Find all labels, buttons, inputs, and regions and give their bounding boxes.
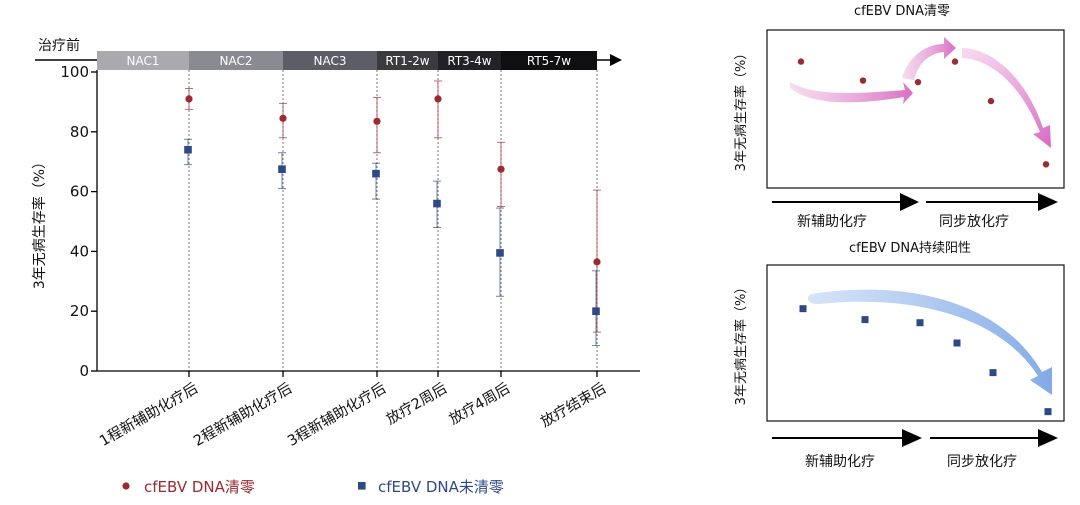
- point-cleared: [434, 95, 442, 103]
- panel-positive-title: cfEBV DNA持续阳性: [849, 241, 971, 256]
- legend-label-not-cleared: cfEBV DNA未清零: [378, 478, 504, 496]
- panel-positive-phase-arrow-1-head: [902, 429, 922, 447]
- panel-positive-phase-arrow-2-head: [1038, 429, 1058, 447]
- point-not-cleared: [278, 165, 286, 173]
- panel-cleared-phase-2: 同步放化疗: [939, 214, 1009, 230]
- point-not-cleared: [592, 307, 600, 315]
- point-cleared: [185, 95, 193, 103]
- y-axis: 0 20 40 60 80 100: [60, 63, 98, 380]
- y-tick-label: 20: [70, 302, 89, 320]
- panel-positive: cfEBV DNA持续阳性 3年无病生存率（%） 新辅助化疗 同步放化疗: [733, 241, 1065, 470]
- y-tick-label: 40: [70, 242, 89, 260]
- panel-point: [953, 339, 961, 347]
- panel-point: [797, 58, 805, 65]
- panel-positive-ylabel: 3年无病生存率（%）: [733, 281, 749, 406]
- phase-arrow-head: [610, 54, 622, 66]
- phase-segment: [501, 51, 597, 70]
- panel-positive-frame: [766, 264, 1065, 422]
- panel-point: [859, 77, 867, 84]
- panel-point: [861, 316, 869, 324]
- x-tick-label: 放疗结束后: [538, 380, 609, 431]
- phase-segment: [189, 51, 283, 70]
- panel-cleared-arrow-3: [962, 48, 1051, 148]
- panel-cleared-arrow-1: [790, 82, 913, 104]
- panel-cleared-title: cfEBV DNA清零: [854, 4, 950, 19]
- x-tick-label: 3程新辅助化疗后: [285, 380, 389, 450]
- panel-positive-marks: [799, 305, 1052, 416]
- legend: cfEBV DNA清零 cfEBV DNA未清零: [122, 478, 504, 496]
- x-tick-label: 放疗2周后: [383, 380, 450, 428]
- panel-point: [951, 58, 959, 65]
- panel-point: [1044, 408, 1052, 416]
- panel-cleared-arrow-2: [902, 37, 956, 80]
- panel-point: [914, 78, 922, 86]
- phase-segment: [438, 51, 501, 70]
- y-tick-label: 100: [60, 63, 89, 81]
- phase-row-label: 治疗前: [38, 37, 80, 54]
- panel-positive-arrow: [807, 289, 1052, 395]
- panel-positive-phase-1: 新辅助化疗: [805, 454, 875, 470]
- phase-label: RT5-7w: [527, 54, 571, 68]
- point-cleared: [593, 258, 601, 266]
- panel-point: [989, 369, 997, 377]
- y-tick-label: 80: [70, 123, 89, 141]
- phase-label: RT1-2w: [385, 54, 429, 68]
- y-tick-label: 60: [70, 183, 89, 201]
- phase-label: NAC3: [314, 54, 347, 68]
- phase-segment: [377, 51, 438, 70]
- legend-marker-cleared: [122, 482, 130, 490]
- point-not-cleared: [496, 249, 504, 257]
- panel-cleared: cfEBV DNA清零 3年无病生存率（%） 新辅助化疗 同步放化疗: [733, 4, 1065, 230]
- phase-bar: NAC1 NAC2 NAC3 RT1-2w RT3-4w RT5-7w: [97, 51, 622, 70]
- panel-cleared-phase-1: 新辅助化疗: [797, 214, 867, 230]
- main-chart: 治疗前 NAC1 NAC2 NAC3 RT1-2w RT3-4w RT5-7w 0 20 40…: [31, 37, 640, 496]
- point-cleared: [497, 165, 505, 173]
- phase-segment: [97, 51, 189, 70]
- point-cleared: [279, 114, 287, 122]
- panel-cleared-phase-arrow-1-head: [900, 193, 919, 211]
- x-tick-label: 放疗4周后: [446, 380, 513, 428]
- panel-cleared-marks: [797, 58, 1050, 168]
- x-tick-label: 2程新辅助化疗后: [191, 380, 295, 450]
- y-tick-label: 0: [79, 362, 89, 380]
- legend-label-cleared: cfEBV DNA清零: [144, 478, 255, 496]
- phase-label: NAC2: [220, 54, 253, 68]
- point-not-cleared: [433, 199, 441, 208]
- legend-marker-not-cleared: [358, 482, 366, 490]
- guide-lines: [188, 70, 598, 371]
- point-cleared: [373, 117, 381, 125]
- panel-point: [1042, 161, 1050, 168]
- panel-point: [916, 319, 924, 327]
- x-tick-label: 1程新辅助化疗后: [97, 380, 201, 450]
- data-marks: [184, 95, 601, 315]
- panel-cleared-phase-arrow-2-head: [1038, 193, 1058, 211]
- panel-point: [987, 97, 995, 105]
- panel-cleared-frame: [766, 29, 1065, 189]
- phase-segment: [283, 51, 377, 70]
- phase-label: RT3-4w: [447, 54, 491, 68]
- phase-label: NAC1: [127, 54, 160, 68]
- point-not-cleared: [372, 169, 380, 178]
- y-axis-label: 3年无病生存率（%）: [31, 155, 48, 289]
- panel-cleared-ylabel: 3年无病生存率（%）: [733, 47, 749, 172]
- panel-positive-phase-2: 同步放化疗: [947, 454, 1017, 470]
- error-bars: [184, 80, 601, 347]
- point-not-cleared: [184, 145, 192, 154]
- panel-point: [799, 305, 807, 313]
